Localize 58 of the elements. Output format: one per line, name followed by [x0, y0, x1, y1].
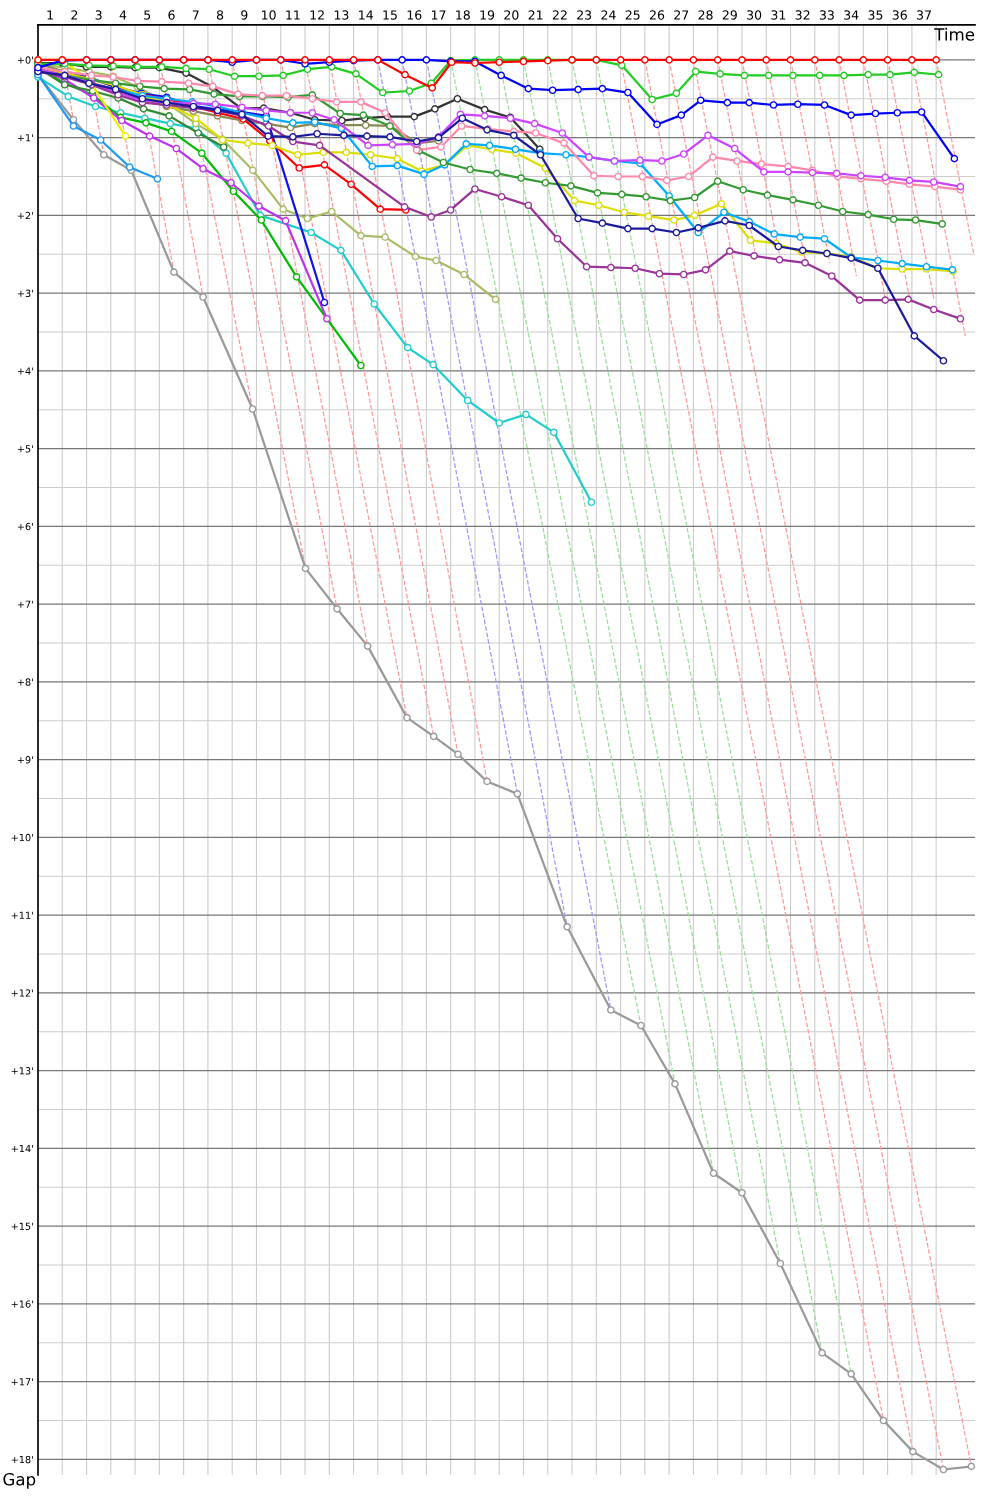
- y-tick-label: +8': [17, 678, 33, 686]
- y-tick-label: +18': [11, 1455, 33, 1464]
- y-tick-label: +16': [11, 1300, 33, 1308]
- x-tick-label: 13: [334, 10, 349, 20]
- y-tick-label: +0': [17, 56, 33, 64]
- x-tick-label: 3: [95, 10, 102, 20]
- x-tick-label: 32: [795, 10, 810, 20]
- x-tick-label: 7: [192, 10, 199, 20]
- x-tick-label: 26: [649, 10, 665, 20]
- x-tick-label: 35: [868, 10, 883, 20]
- x-tick-label: 30: [747, 10, 762, 20]
- x-tick-label: 12: [310, 10, 324, 20]
- x-tick-label: 11: [286, 10, 300, 20]
- x-tick-label: 37: [917, 10, 931, 20]
- x-tick-label: 19: [480, 10, 495, 20]
- y-tick-label: +14': [11, 1145, 33, 1153]
- y-tick-label: +15': [11, 1222, 33, 1230]
- y-tick-label: +10': [11, 833, 33, 842]
- x-tick-label: 5: [144, 10, 151, 20]
- x-tick-label: 20: [504, 10, 519, 20]
- y-tick-label: +9': [17, 756, 33, 764]
- x-tick-label: 14: [359, 10, 373, 20]
- x-tick-label: 29: [722, 10, 737, 20]
- y-tick-label: +4': [17, 367, 33, 375]
- y-axis-title: Gap: [3, 1472, 36, 1489]
- y-tick-label: +12': [11, 989, 33, 997]
- y-tick-label: +17': [11, 1378, 33, 1386]
- x-tick-label: 4: [119, 10, 127, 20]
- x-tick-label: 10: [262, 10, 276, 20]
- x-tick-label: 15: [383, 10, 397, 20]
- x-tick-label: 1: [47, 10, 53, 20]
- x-axis-title: Time: [934, 27, 975, 41]
- x-tick-label: 9: [241, 10, 248, 20]
- x-tick-label: 6: [168, 10, 175, 20]
- x-tick-label: 28: [698, 10, 713, 20]
- y-tick-label: +2': [17, 211, 33, 220]
- y-tick-label: +7': [17, 600, 33, 608]
- x-tick-label: 36: [892, 10, 907, 20]
- x-tick-label: 2: [71, 10, 78, 20]
- y-tick-label: +13': [11, 1067, 33, 1075]
- x-tick-label: 21: [528, 10, 543, 20]
- x-tick-label: 33: [819, 10, 834, 20]
- y-tick-label: +3': [17, 289, 33, 297]
- x-tick-label: 22: [552, 10, 567, 20]
- x-tick-label: 23: [577, 10, 592, 20]
- x-tick-label: 24: [601, 10, 616, 20]
- x-tick-label: 25: [625, 10, 640, 20]
- x-tick-label: 17: [431, 10, 446, 20]
- y-tick-label: +6': [17, 522, 33, 531]
- x-tick-label: 18: [456, 10, 470, 20]
- x-tick-label: 16: [407, 10, 422, 20]
- x-tick-label: 8: [216, 10, 224, 20]
- x-tick-label: 27: [674, 10, 689, 20]
- x-tick-label: 31: [771, 10, 786, 20]
- y-tick-label: +11': [11, 911, 33, 919]
- y-tick-label: +1': [17, 134, 33, 142]
- x-tick-label: 34: [844, 10, 859, 20]
- y-tick-label: +5': [17, 445, 33, 453]
